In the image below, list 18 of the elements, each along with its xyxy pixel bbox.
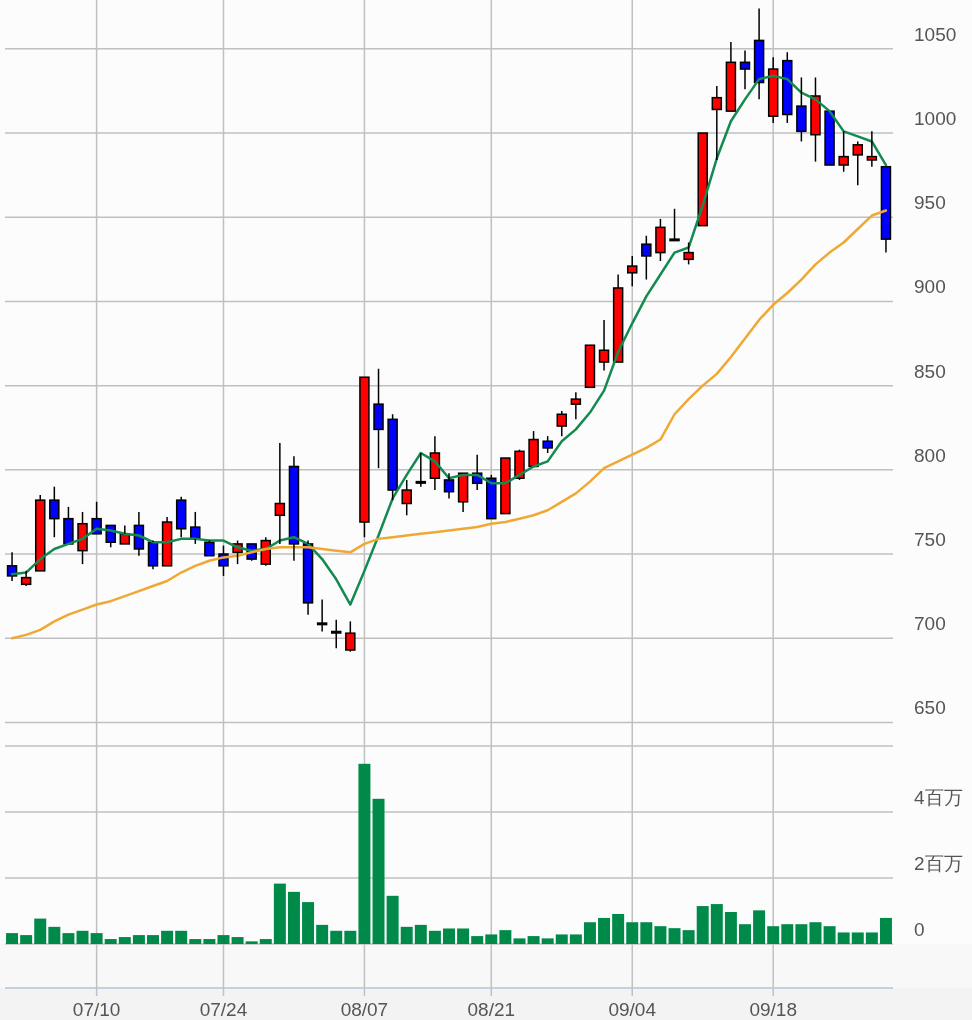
y-tick-label: 900 <box>914 276 946 298</box>
y-tick-label: 4百万 <box>914 787 963 808</box>
y-tick-label: 650 <box>914 697 946 719</box>
y-tick-label: 1000 <box>914 108 957 130</box>
y-tick-label: 700 <box>914 613 946 635</box>
y-tick-label: 850 <box>914 360 946 382</box>
y-tick-label: 950 <box>914 192 946 214</box>
y-tick-label: 2百万 <box>914 853 963 874</box>
x-tick-label: 08/07 <box>340 999 389 1020</box>
x-tick-label: 07/24 <box>199 999 248 1020</box>
y-tick-label: 800 <box>914 444 946 466</box>
y-tick-label: 0 <box>914 919 925 940</box>
x-tick-label: 09/04 <box>608 999 657 1020</box>
x-tick-label: 08/21 <box>467 999 516 1020</box>
y-tick-label: 750 <box>914 529 946 551</box>
y-tick-label: 1050 <box>914 23 957 45</box>
x-tick-label: 07/10 <box>72 999 121 1020</box>
x-tick-label: 09/18 <box>749 999 797 1020</box>
